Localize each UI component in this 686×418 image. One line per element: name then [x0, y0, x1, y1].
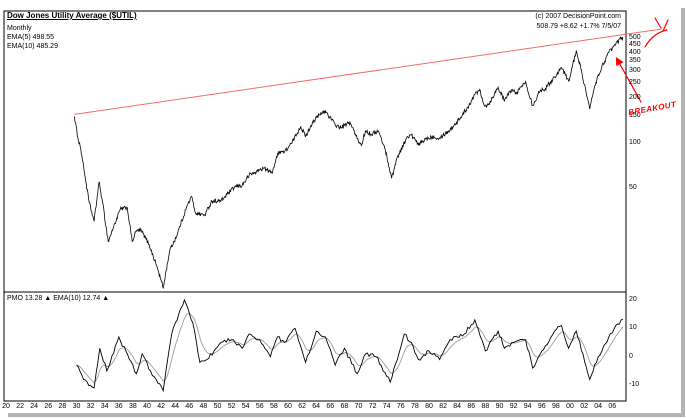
- x-axis-tick-label: 64: [312, 403, 321, 410]
- chart-title: Dow Jones Utility Average ($UTIL): [7, 11, 137, 20]
- x-axis-tick-label: 58: [269, 403, 278, 410]
- x-axis-tick-label: 66: [326, 403, 335, 410]
- x-axis-tick-label: 88: [481, 403, 490, 410]
- x-axis-tick-label: 20: [2, 403, 10, 410]
- pmo-ema-line: [76, 313, 624, 384]
- x-axis-tick-label: 56: [255, 403, 264, 410]
- x-axis-tick-label: 42: [157, 403, 165, 410]
- x-axis-tick-label: 62: [298, 403, 306, 410]
- x-axis-tick-label: 06: [608, 403, 617, 410]
- pmo-series-line: [76, 298, 624, 393]
- x-axis-tick-label: 60: [284, 403, 292, 410]
- price-tick-label: 300: [629, 67, 641, 75]
- x-axis-tick-label: 02: [580, 403, 588, 410]
- price-series-line: [74, 36, 624, 290]
- ema5-label: EMA(5) 498.55: [7, 34, 55, 41]
- red-annotations: [615, 17, 669, 103]
- x-axis-tick-label: 92: [509, 403, 518, 410]
- trendline: [74, 28, 662, 115]
- x-axis-tick-label: 30: [72, 403, 81, 410]
- x-axis-tick-label: 48: [199, 403, 208, 410]
- pmo-tick-label: 0: [629, 352, 633, 360]
- price-tick-label: 400: [629, 48, 641, 56]
- x-axis-tick-label: 94: [523, 403, 532, 410]
- x-axis-tick-label: 38: [128, 403, 137, 410]
- price-tick-label: 150: [629, 112, 641, 120]
- x-axis-tick-label: 82: [439, 403, 447, 410]
- x-axis-tick-label: 84: [453, 403, 462, 410]
- pmo-header: PMO 13.28 ▲ EMA(10) 12.74 ▲: [7, 295, 110, 302]
- x-axis-tick-label: 50: [213, 403, 222, 410]
- x-axis-tick-label: 36: [114, 403, 123, 410]
- x-axis-tick-label: 98: [551, 403, 560, 410]
- pmo-tick-label: 10: [629, 324, 637, 332]
- pmo-tick-label: 20: [629, 296, 637, 304]
- x-axis-tick-label: 76: [396, 403, 405, 410]
- x-axis-tick-label: 40: [143, 403, 151, 410]
- ema10-label: EMA(10) 485.29: [7, 43, 58, 50]
- x-axis-tick-label: 34: [100, 403, 109, 410]
- x-axis-tick-label: 04: [594, 403, 603, 410]
- x-axis-tick-label: 96: [537, 403, 546, 410]
- red-scribble: [644, 29, 668, 48]
- price-tick-label: 350: [629, 57, 641, 65]
- x-axis-tick-label: 28: [58, 403, 67, 410]
- x-axis-tick-label: 52: [227, 403, 236, 410]
- x-axis-tick-label: 26: [44, 403, 53, 410]
- chart-frame: [3, 10, 627, 402]
- x-axis-tick-label: 72: [368, 403, 377, 410]
- price-tick-label: 450: [629, 40, 641, 48]
- red-scribble: [654, 17, 662, 29]
- timeframe-label: Monthly: [7, 25, 32, 32]
- quote-line: 508.79 +8.62 +1.7% 7/5/07: [536, 23, 621, 30]
- x-axis-tick-label: 22: [16, 403, 24, 410]
- x-axis-tick-label: 80: [425, 403, 433, 410]
- x-axis-tick-label: 78: [410, 403, 419, 410]
- x-axis-tick-label: 70: [354, 403, 363, 410]
- drop-shadow-bottom: [8, 413, 685, 417]
- x-axis-tick-label: 90: [495, 403, 504, 410]
- copyright-label: (c) 2007 DecisionPoint.com: [535, 13, 621, 20]
- x-axis-tick-label: 00: [566, 403, 574, 410]
- x-axis-tick-label: 74: [382, 403, 391, 410]
- pmo-tick-label: -10: [629, 381, 640, 389]
- x-axis-tick-label: 44: [171, 403, 180, 410]
- breakout-arrow: [615, 56, 642, 103]
- x-axis-tick-label: 68: [340, 403, 349, 410]
- price-tick-label: 500: [629, 34, 641, 41]
- price-tick-label: 200: [629, 93, 641, 101]
- price-tick-label: 50: [629, 184, 637, 191]
- red-scribble: [662, 19, 669, 32]
- drop-shadow-right: [681, 8, 685, 414]
- x-axis-tick-label: 24: [30, 403, 39, 410]
- price-tick-label: 250: [629, 79, 641, 87]
- x-axis-tick-label: 32: [86, 403, 95, 410]
- x-axis-tick-label: 46: [185, 403, 194, 410]
- x-axis-tick-label: 86: [467, 403, 476, 410]
- x-axis-tick-label: 54: [241, 403, 250, 410]
- price-tick-label: 100: [629, 138, 641, 146]
